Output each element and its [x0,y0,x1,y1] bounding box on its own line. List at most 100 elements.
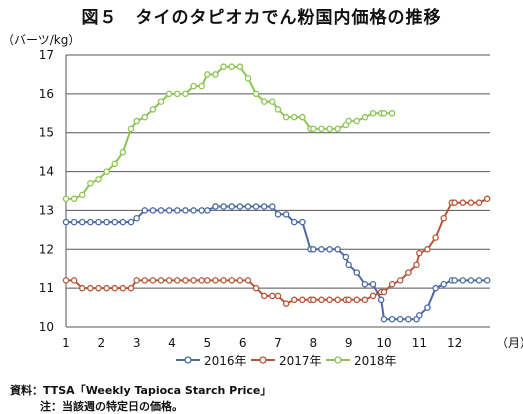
source-note: 資料：TTSA「Weekly Tapioca Starch Price」 [10,384,272,397]
chart-title: 図５ タイのタピオカでん粉国内価格の推移 [81,8,442,28]
data-point [119,148,127,156]
data-point [282,113,290,121]
data-point [353,296,361,304]
y-tick-label: 11 [39,281,54,295]
data-point [111,160,119,168]
data-point [369,110,377,117]
legend-label: 2017年 [279,353,322,368]
data-point [291,113,298,121]
data-point [483,277,491,284]
data-point [361,113,369,121]
data-point [79,191,86,199]
footnote: 注：当該週の特定日の価格。 [40,400,183,413]
data-point [299,218,306,226]
x-tick-label: 6 [239,336,247,350]
data-point [310,296,317,304]
data-point [174,277,181,284]
data-point [141,207,149,214]
data-point [182,207,189,214]
data-point [361,281,369,288]
data-point [274,292,282,300]
data-point [369,292,377,300]
data-point [459,277,467,284]
data-point [475,199,483,206]
data-point [467,277,475,284]
x-tick-label: 4 [168,336,176,350]
data-point [353,269,361,276]
data-point [182,90,189,98]
data-point [274,211,282,218]
data-point [228,63,235,70]
y-tick-label: 14 [39,165,54,179]
legend: 2016年 2017年 2018年 [0,351,523,369]
x-tick-label: 2 [98,336,106,350]
data-point [405,269,412,276]
x-tick-label: 12 [447,336,462,350]
data-point [334,246,341,253]
data-point [236,277,244,284]
data-point [127,284,135,292]
x-axis-label: （月） [496,336,523,350]
data-point [260,203,268,210]
data-point [165,277,173,284]
data-point [345,296,352,304]
data-point [380,288,388,296]
data-point [141,113,149,121]
data-point [459,199,467,206]
data-point [310,125,317,133]
data-point [220,63,227,70]
data-point [157,207,165,214]
data-point [326,246,333,253]
data-point [388,315,396,323]
data-point [165,207,173,214]
data-point [416,312,423,319]
data-point [244,75,252,82]
data-point [424,246,431,253]
data-point [334,296,341,304]
data-point [413,261,420,269]
x-tick-label: 5 [204,336,212,350]
data-point [141,277,149,284]
data-point [111,218,119,226]
data-point [405,315,412,323]
y-tick-label: 16 [39,87,54,101]
data-point [212,203,219,210]
data-point [342,253,350,261]
y-tick-label: 15 [39,126,54,140]
data-point [451,199,458,206]
data-point [269,292,276,300]
y-tick-label: 13 [39,203,54,217]
data-point [103,218,110,226]
data-point [204,71,211,78]
data-point [87,284,94,292]
data-point [190,82,197,90]
data-point [119,218,127,226]
data-point [260,98,268,105]
data-point [87,218,94,226]
data-point [79,284,86,292]
data-point [318,125,325,133]
data-point [416,249,423,257]
data-point [174,207,181,214]
data-point [133,117,140,125]
data-point [95,218,102,226]
data-point [198,277,205,284]
legend-label: 2016年 [204,353,247,368]
data-point [190,207,197,214]
data-point [475,277,483,284]
data-point [353,117,361,125]
legend-item: 2018年 [325,351,397,369]
x-tick-label: 1 [62,336,70,350]
data-point [345,261,352,269]
data-point [244,277,252,284]
data-point [380,315,388,323]
data-point [236,203,244,210]
data-point [451,277,458,284]
x-tick-label: 9 [345,336,353,350]
data-point [244,203,252,210]
data-point [440,281,447,288]
data-point [388,281,396,288]
data-point [483,195,491,203]
